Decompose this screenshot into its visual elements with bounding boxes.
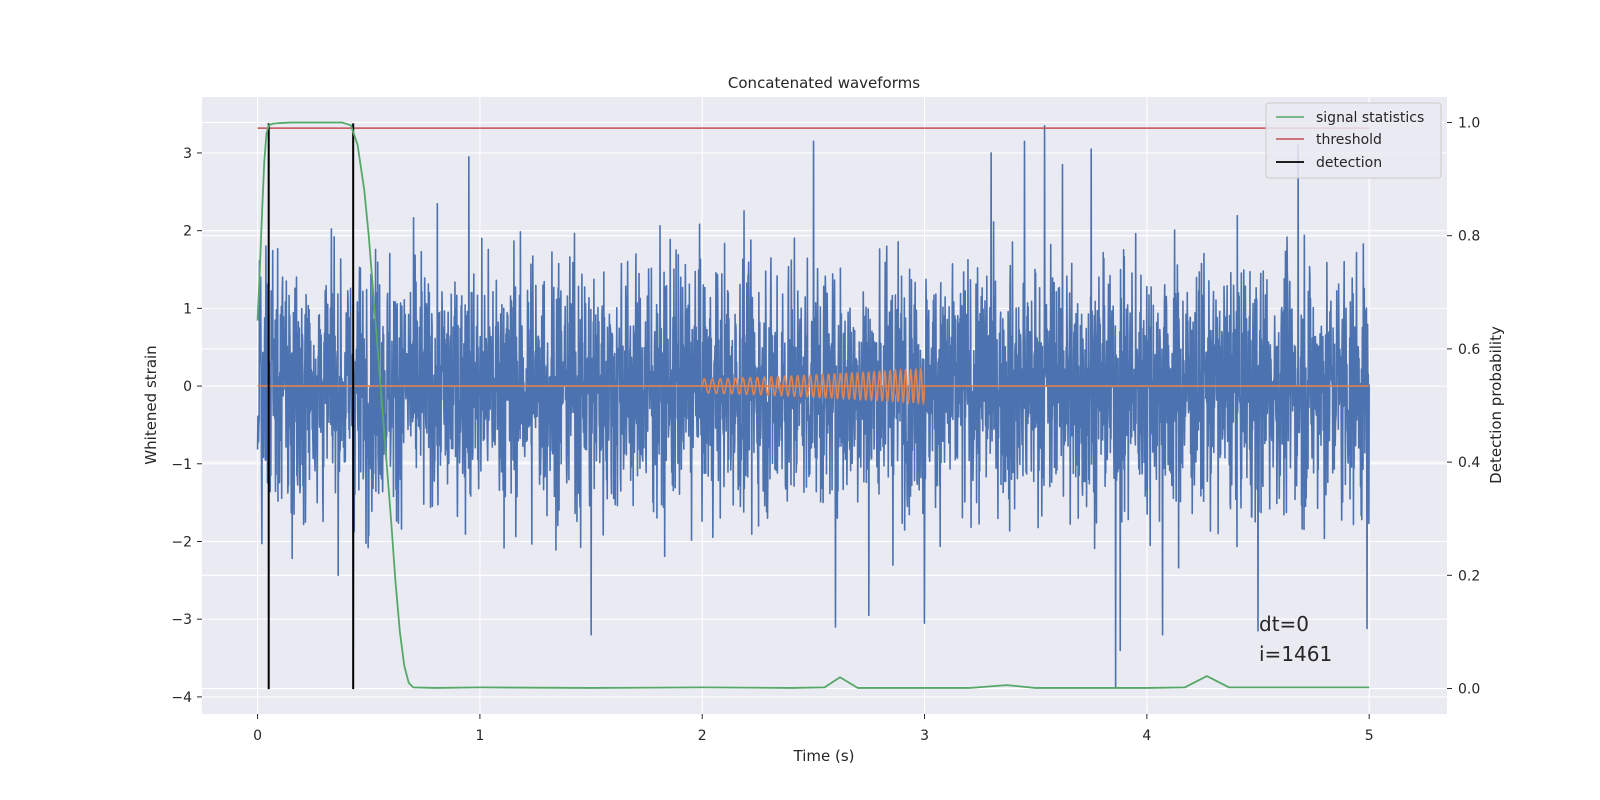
x-tick-label: 1 <box>475 728 484 744</box>
x-tick-label: 0 <box>253 728 262 744</box>
legend-label-threshold: threshold <box>1316 132 1382 148</box>
y-tick-label: −2 <box>171 534 192 550</box>
y-tick-label: −4 <box>171 690 192 706</box>
y-tick-label: 0 <box>183 379 192 395</box>
legend-box <box>1265 102 1442 179</box>
y2-tick-label: 0.8 <box>1458 229 1480 245</box>
annotation-dt: dt=0 <box>1259 612 1309 636</box>
annotation-i: i=1461 <box>1259 642 1332 666</box>
legend-label-detection: detection <box>1316 155 1382 171</box>
y2-tick-label: 0.0 <box>1458 682 1480 698</box>
noise-series <box>256 124 1370 689</box>
y-axis-ticks: −4 −3 −2 −1 0 1 2 3 <box>171 146 202 706</box>
y2-tick-label: 0.6 <box>1458 342 1480 358</box>
noise-line <box>256 124 1370 689</box>
y-axis-label: Whitened strain <box>142 345 160 464</box>
y2-axis-label: Detection probability <box>1487 326 1505 484</box>
y2-tick-label: 1.0 <box>1458 115 1480 131</box>
x-tick-label: 2 <box>698 728 707 744</box>
injected-signal-series <box>701 366 926 406</box>
legend-label-signal-statistics: signal statistics <box>1316 110 1424 126</box>
signal-statistics-series <box>256 121 1370 689</box>
x-axis-ticks: 0 1 2 3 4 5 <box>253 714 1374 744</box>
legend: signal statistics threshold detection <box>1265 102 1442 179</box>
y2-tick-label: 0.4 <box>1458 455 1480 471</box>
y-tick-label: −1 <box>171 457 192 473</box>
chirp-line <box>701 366 926 406</box>
signal-statistics-line <box>256 121 1370 689</box>
y2-axis-ticks: 0.0 0.2 0.4 0.6 0.8 1.0 <box>1447 115 1480 698</box>
x-tick-label: 3 <box>920 728 929 744</box>
x-axis-label: Time (s) <box>793 747 855 765</box>
x-tick-label: 5 <box>1365 728 1374 744</box>
y-tick-label: 3 <box>183 146 192 162</box>
annotation: dt=0 i=1461 <box>1259 612 1332 666</box>
y-tick-label: 1 <box>183 301 192 317</box>
y-tick-label: −3 <box>171 612 192 628</box>
y2-tick-label: 0.2 <box>1458 568 1480 584</box>
y-tick-label: 2 <box>183 224 192 240</box>
x-tick-label: 4 <box>1142 728 1151 744</box>
detection-series <box>267 123 355 690</box>
chart-title: Concatenated waveforms <box>728 74 920 92</box>
